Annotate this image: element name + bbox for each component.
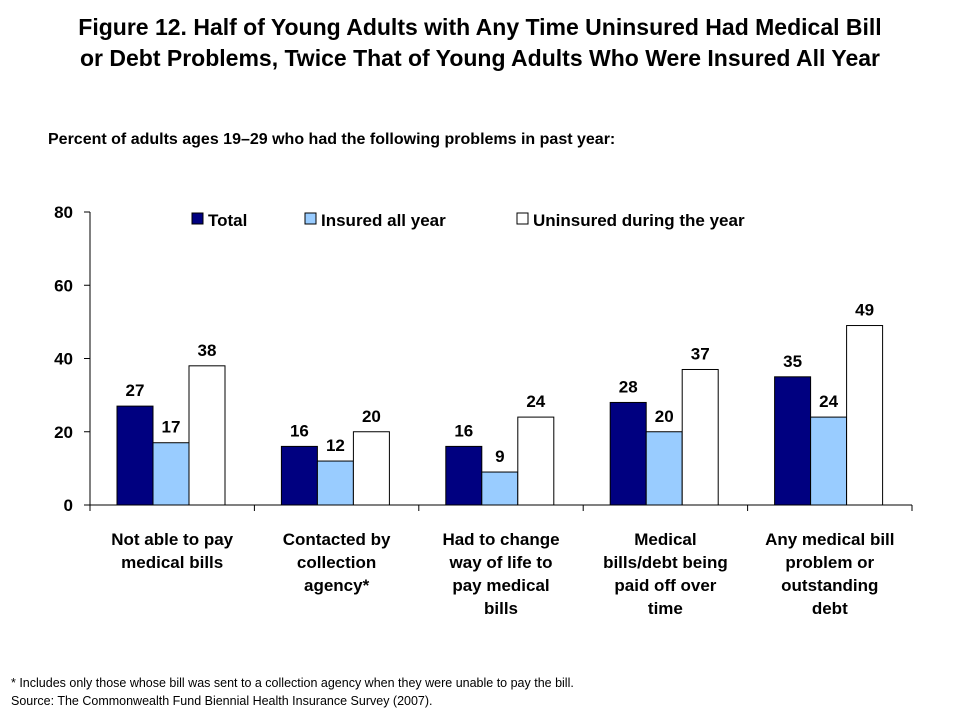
chart-title: Figure 12. Half of Young Adults with Any… bbox=[0, 12, 960, 74]
bar bbox=[352, 431, 390, 506]
data-label: 37 bbox=[691, 344, 710, 363]
category-label-line: collection bbox=[297, 553, 376, 572]
category-label-line: Medical bbox=[634, 530, 696, 549]
category-label-line: Any medical bill bbox=[765, 530, 894, 549]
category-label: Any medical bill problem or outstanding deb… bbox=[765, 530, 894, 618]
category-label-line: medical bills bbox=[121, 553, 223, 572]
data-label: 9 bbox=[495, 447, 504, 466]
category-label-line: agency* bbox=[304, 576, 370, 595]
y-tick-label: 60 bbox=[54, 276, 73, 295]
legend-label: Insured all year bbox=[321, 211, 446, 230]
category-label: Had to change way of life to pay medical bi… bbox=[442, 530, 559, 618]
bar bbox=[846, 325, 884, 506]
y-tick-label: 20 bbox=[54, 423, 73, 442]
legend-label: Total bbox=[208, 211, 247, 230]
category-label-line: time bbox=[648, 599, 683, 618]
bar bbox=[645, 431, 683, 506]
y-tick-label: 40 bbox=[54, 350, 73, 369]
data-label: 35 bbox=[783, 352, 802, 371]
category-label-line: outstanding bbox=[781, 576, 878, 595]
category-label: Contacted by collection agency* bbox=[283, 530, 391, 595]
y-tick-label: 80 bbox=[54, 203, 73, 222]
category-label-line: problem or bbox=[785, 553, 874, 572]
bar bbox=[609, 401, 647, 506]
chart-title-line-1: Figure 12. Half of Young Adults with Any… bbox=[78, 14, 882, 40]
chart-subtitle: Percent of adults ages 19–29 who had the… bbox=[48, 131, 616, 148]
bar bbox=[774, 376, 812, 506]
bar bbox=[316, 460, 354, 506]
legend-label: Uninsured during the year bbox=[533, 211, 745, 230]
data-label: 24 bbox=[819, 392, 838, 411]
legend-swatch bbox=[516, 212, 529, 225]
data-label: 16 bbox=[290, 421, 309, 440]
chart-title-line-2: or Debt Problems, Twice That of Young Ad… bbox=[79, 45, 880, 71]
data-label: 20 bbox=[655, 407, 674, 426]
bar bbox=[445, 445, 483, 506]
footnote: * Includes only those whose bill was sen… bbox=[11, 674, 574, 710]
category-label-line: Contacted by bbox=[283, 530, 391, 549]
legend-swatch bbox=[191, 212, 204, 225]
footnote-source: Source: The Commonwealth Fund Biennial H… bbox=[11, 694, 433, 708]
data-label: 28 bbox=[619, 377, 638, 396]
legend-swatch bbox=[304, 212, 317, 225]
bar bbox=[481, 471, 519, 506]
category-label: Medical bills/debt being paid off over time bbox=[603, 530, 728, 618]
bar bbox=[681, 368, 719, 506]
y-tick-label: 0 bbox=[64, 496, 73, 515]
data-label: 16 bbox=[454, 421, 473, 440]
category-label-line: pay medical bbox=[452, 576, 549, 595]
category-label-line: debt bbox=[812, 599, 848, 618]
bar bbox=[280, 445, 318, 506]
bar bbox=[810, 416, 848, 506]
footnote-note: * Includes only those whose bill was sen… bbox=[11, 676, 574, 690]
data-label: 24 bbox=[526, 392, 545, 411]
data-label: 12 bbox=[326, 436, 345, 455]
category-label-line: bills/debt being bbox=[603, 553, 728, 572]
data-label: 38 bbox=[198, 341, 217, 360]
data-label: 17 bbox=[162, 418, 181, 437]
data-label: 49 bbox=[855, 301, 874, 320]
category-label-line: Not able to pay bbox=[111, 530, 233, 549]
category-label: Not able to pay medical bills bbox=[111, 530, 233, 572]
bar bbox=[517, 416, 555, 506]
category-label-line: bills bbox=[484, 599, 518, 618]
category-label-line: way of life to bbox=[449, 553, 553, 572]
bar bbox=[188, 365, 226, 506]
data-label: 20 bbox=[362, 407, 381, 426]
category-label-line: paid off over bbox=[614, 576, 716, 595]
category-label-line: Had to change bbox=[442, 530, 559, 549]
bar bbox=[152, 442, 190, 506]
bar bbox=[116, 405, 154, 506]
data-label: 27 bbox=[126, 381, 145, 400]
